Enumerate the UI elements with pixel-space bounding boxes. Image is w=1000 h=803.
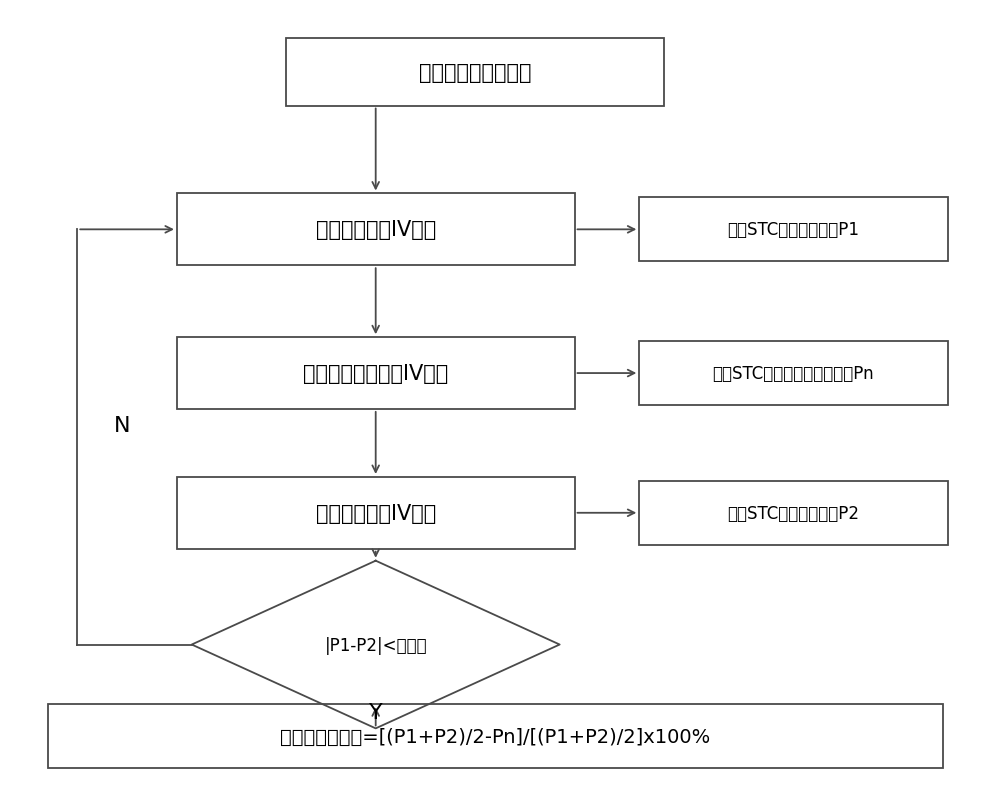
Text: Y: Y <box>369 703 383 723</box>
Text: 获得STC下的最大功率P1: 获得STC下的最大功率P1 <box>727 221 859 239</box>
Bar <box>639 481 948 545</box>
Text: 同时测试每个组件IV曲线: 同时测试每个组件IV曲线 <box>303 364 448 384</box>
Bar <box>177 338 575 410</box>
Text: 计算失配损失率=[(P1+P2)/2-Pn]/[(P1+P2)/2]x100%: 计算失配损失率=[(P1+P2)/2-Pn]/[(P1+P2)/2]x100% <box>280 727 710 746</box>
Bar <box>639 342 948 406</box>
Text: 测试串联失配损失率: 测试串联失配损失率 <box>419 63 531 83</box>
Text: 复测整个组串IV曲线: 复测整个组串IV曲线 <box>316 503 436 523</box>
Bar <box>639 198 948 262</box>
Text: 获得STC下各组件累加值功率Pn: 获得STC下各组件累加值功率Pn <box>713 365 874 382</box>
Bar <box>177 194 575 266</box>
Bar <box>286 39 664 107</box>
Text: |P1-P2|<阈値？: |P1-P2|<阈値？ <box>324 636 427 654</box>
Text: 获得STC下的最大功率P2: 获得STC下的最大功率P2 <box>727 504 859 522</box>
Text: 测试整个组串IV曲线: 测试整个组串IV曲线 <box>316 220 436 240</box>
Bar <box>48 704 943 768</box>
Bar <box>177 477 575 549</box>
Text: N: N <box>114 415 130 435</box>
